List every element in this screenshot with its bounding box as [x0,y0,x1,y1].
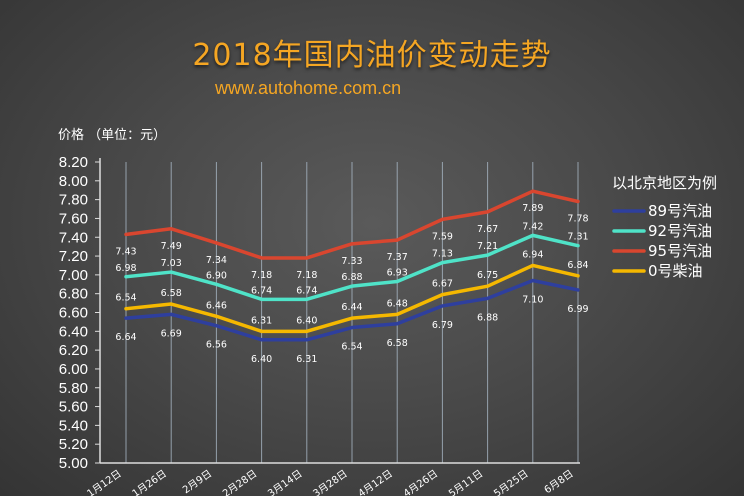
y-tick-label: 6.00 [59,361,88,378]
data-label: 6.93 [387,267,408,278]
data-label: 7.13 [432,249,453,260]
data-label: 6.99 [567,304,588,315]
x-tick-label: 5月11日 [446,468,485,496]
data-label: 7.43 [115,246,136,257]
data-label: 6.31 [251,315,272,326]
x-tick-label: 3月28日 [311,468,350,496]
data-label: 7.21 [477,241,498,252]
legend-item-label: 92号汽油 [648,222,712,240]
data-label: 6.46 [206,300,227,311]
legend-item-label: 95号汽油 [648,242,712,260]
data-label: 7.33 [341,256,362,267]
data-label: 6.31 [296,354,317,365]
legend-item-label: 0号柴油 [648,262,703,280]
data-label: 6.79 [432,320,453,331]
y-tick-label: 6.20 [59,342,88,359]
data-label: 6.48 [387,298,408,309]
y-tick-label: 6.40 [59,323,88,340]
data-label: 6.74 [251,285,272,296]
x-tick-label: 2月28日 [220,468,259,496]
x-tick-label: 1月12日 [85,468,124,496]
data-label: 6.67 [432,279,453,290]
y-tick-label: 5.20 [59,436,88,453]
data-label: 6.94 [522,249,543,260]
data-label: 6.69 [161,328,182,339]
data-label: 7.37 [387,252,408,263]
data-label: 6.64 [115,332,136,343]
y-tick-label: 7.80 [59,192,88,209]
y-tick-label: 7.00 [59,267,88,284]
data-label: 7.42 [522,221,543,232]
data-label: 6.40 [251,354,272,365]
x-tick-label: 4月26日 [401,468,440,496]
y-tick-label: 7.40 [59,229,88,246]
data-label: 6.98 [115,263,136,274]
data-label: 7.59 [432,231,453,242]
data-label: 7.67 [477,224,498,235]
data-label: 7.10 [522,295,543,306]
y-tick-label: 5.80 [59,380,88,397]
data-label: 7.78 [567,214,588,225]
y-tick-label: 8.20 [59,154,88,171]
data-label: 6.44 [341,302,362,313]
data-label: 7.49 [161,241,182,252]
x-tick-label: 5月25日 [492,468,531,496]
data-label: 6.74 [296,285,317,296]
y-tick-label: 7.20 [59,248,88,265]
series-line-92号汽油 [124,233,580,302]
x-tick-label: 1月26日 [130,468,169,496]
y-axis-label: 价格 （单位：元） [58,128,167,143]
data-label: 6.56 [206,340,227,351]
y-tick-label: 5.40 [59,417,88,434]
y-tick-label: 6.80 [59,286,88,303]
y-tick-label: 6.60 [59,305,88,322]
series-line-0号柴油 [124,263,580,334]
series-line-95号汽油 [124,189,580,260]
data-label: 7.03 [161,258,182,269]
data-label: 6.40 [296,315,317,326]
data-label: 6.88 [477,312,498,323]
y-tick-label: 7.60 [59,210,88,227]
data-label: 7.18 [251,270,272,281]
x-tick-label: 3月14日 [266,468,305,496]
data-label: 7.34 [206,255,227,266]
y-tick-label: 8.00 [59,173,88,190]
data-label: 6.90 [206,270,227,281]
series-line-89号汽油 [124,278,580,342]
chart-title: 2018年国内油价变动走势 [192,38,552,73]
x-tick-label: 2月9日 [180,468,214,496]
data-label: 6.54 [115,293,136,304]
legend-title: 以北京地区为例 [612,174,718,192]
data-label: 7.18 [296,270,317,281]
data-label: 6.54 [341,342,362,353]
data-label: 7.89 [522,203,543,214]
x-tick-label: 6月8日 [542,468,576,496]
data-label: 6.75 [477,270,498,281]
data-label: 6.58 [387,338,408,349]
data-label: 6.58 [161,288,182,299]
data-label: 7.31 [567,232,588,243]
chart-subtitle: www.autohome.com.cn [215,78,402,98]
y-tick-label: 5.00 [59,455,88,472]
data-label: 6.88 [341,272,362,283]
y-tick-label: 5.60 [59,399,88,416]
legend-item-label: 89号汽油 [648,202,712,220]
data-label: 6.84 [567,260,588,271]
x-tick-label: 4月12日 [356,468,395,496]
